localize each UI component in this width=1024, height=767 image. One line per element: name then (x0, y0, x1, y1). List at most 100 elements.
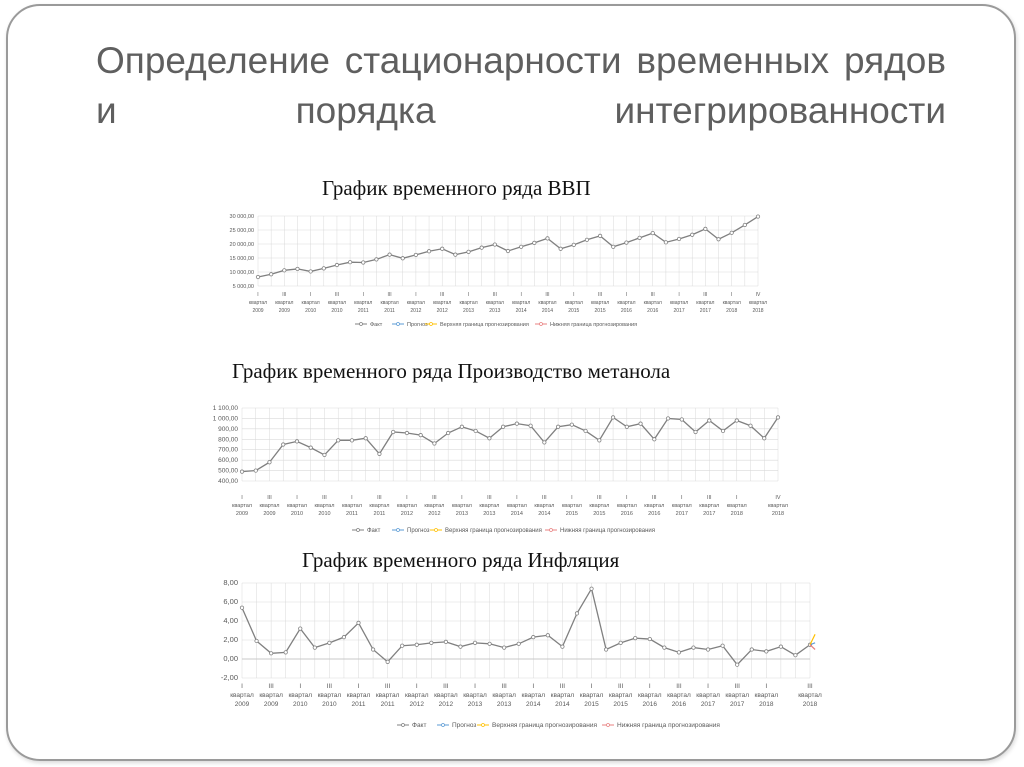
data-point (336, 438, 341, 443)
data-point (703, 226, 708, 231)
data-point (637, 235, 642, 240)
x-tick-label: I (681, 495, 683, 501)
x-tick-label: 2009 (263, 511, 275, 517)
data-point (281, 442, 286, 447)
x-tick-label: 2015 (584, 701, 599, 708)
x-tick-label: квартал (534, 503, 554, 509)
data-point (361, 260, 366, 265)
data-point (308, 445, 313, 450)
data-point (762, 436, 767, 441)
x-tick-label: 2016 (672, 701, 687, 708)
x-tick-label: I (468, 292, 469, 298)
x-tick-label: 2009 (252, 308, 263, 314)
data-point (446, 430, 451, 436)
x-tick-label: квартал (699, 503, 719, 509)
forecast-line (809, 642, 816, 646)
x-tick-label: квартал (551, 692, 575, 699)
x-tick-label: 2014 (538, 511, 550, 517)
data-point (295, 266, 300, 272)
legend-label: Факт (370, 322, 383, 328)
data-point (705, 647, 711, 652)
data-point (479, 245, 484, 250)
data-point (341, 635, 347, 640)
x-tick-label: квартал (617, 300, 635, 306)
x-tick-label: квартал (538, 300, 556, 306)
x-tick-label: квартал (407, 300, 425, 306)
data-point (545, 633, 550, 638)
x-tick-label: I (241, 495, 243, 501)
data-point (693, 429, 698, 435)
x-tick-label: 2010 (318, 511, 330, 517)
data-point (569, 422, 574, 427)
x-tick-label: I (765, 683, 767, 690)
chart-methanol: 1 100,00 1 000,00 900,00 800,00 700,00 600,00… (213, 405, 788, 534)
x-tick-label: III (598, 292, 602, 298)
data-point (440, 246, 445, 251)
data-point (778, 644, 783, 649)
x-tick-label: III (597, 495, 602, 501)
x-tick-label: квартал (318, 692, 342, 699)
x-tick-label: 2016 (621, 511, 633, 517)
legend-marker (481, 723, 485, 727)
data-point (574, 611, 580, 616)
x-tick-label: 2015 (566, 511, 578, 517)
x-tick-label: 2009 (279, 308, 290, 314)
x-tick-label: квартал (565, 300, 583, 306)
data-point (348, 260, 353, 265)
x-tick-label: 2018 (772, 511, 784, 517)
x-tick-label: 2013 (497, 701, 512, 708)
x-tick-label: 2012 (437, 308, 448, 314)
x-tick-label: 2011 (358, 308, 369, 314)
data-point (775, 415, 781, 420)
x-tick-label: III (322, 495, 327, 501)
legend-label: Прогноз (407, 528, 430, 534)
x-tick-label: квартал (405, 692, 429, 699)
x-tick-label: квартал (512, 300, 530, 306)
x-tick-label: квартал (644, 300, 662, 306)
forecast-line (809, 634, 816, 646)
x-tick-label: 2018 (731, 511, 743, 517)
x-tick-label: I (591, 683, 593, 690)
data-point (532, 240, 537, 245)
x-tick-label: квартал (589, 503, 609, 509)
x-tick-label: 2009 (236, 511, 248, 517)
x-tick-label: квартал (347, 692, 371, 699)
data-point (589, 586, 594, 591)
x-tick-label: III (487, 495, 492, 501)
data-point (387, 252, 392, 257)
x-tick-label: квартал (354, 300, 372, 306)
x-tick-label: 2017 (703, 511, 715, 517)
data-point (734, 418, 739, 423)
x-tick-label: 2016 (647, 308, 658, 314)
data-point (472, 640, 478, 645)
x-tick-label: квартал (798, 692, 822, 699)
data-point (363, 436, 368, 441)
x-tick-label: 2012 (439, 701, 454, 708)
x-tick-label: III (267, 495, 272, 501)
data-point (663, 240, 668, 245)
data-point (385, 659, 390, 664)
y-tick-label: 500,00 (218, 468, 238, 475)
data-point (691, 645, 696, 650)
x-tick-label: I (474, 683, 476, 690)
data-point (391, 429, 396, 435)
data-point (571, 242, 576, 247)
legend-marker (359, 322, 363, 326)
data-point (729, 230, 734, 235)
data-point (610, 415, 616, 420)
x-tick-label: III (282, 292, 286, 298)
x-tick-label: 2018 (752, 308, 763, 314)
x-tick-label: III (676, 683, 682, 690)
legend-label: Нижняя граница прогнозирования (617, 722, 720, 729)
data-point (239, 469, 245, 474)
x-tick-label: квартал (580, 692, 604, 699)
data-point (414, 642, 419, 647)
data-point (492, 242, 497, 247)
x-tick-label: квартал (696, 300, 714, 306)
data-point (618, 640, 623, 645)
x-tick-label: III (443, 683, 449, 690)
x-tick-label: квартал (259, 692, 283, 699)
data-point (742, 222, 747, 228)
data-point (638, 421, 643, 426)
x-tick-label: III (501, 683, 507, 690)
